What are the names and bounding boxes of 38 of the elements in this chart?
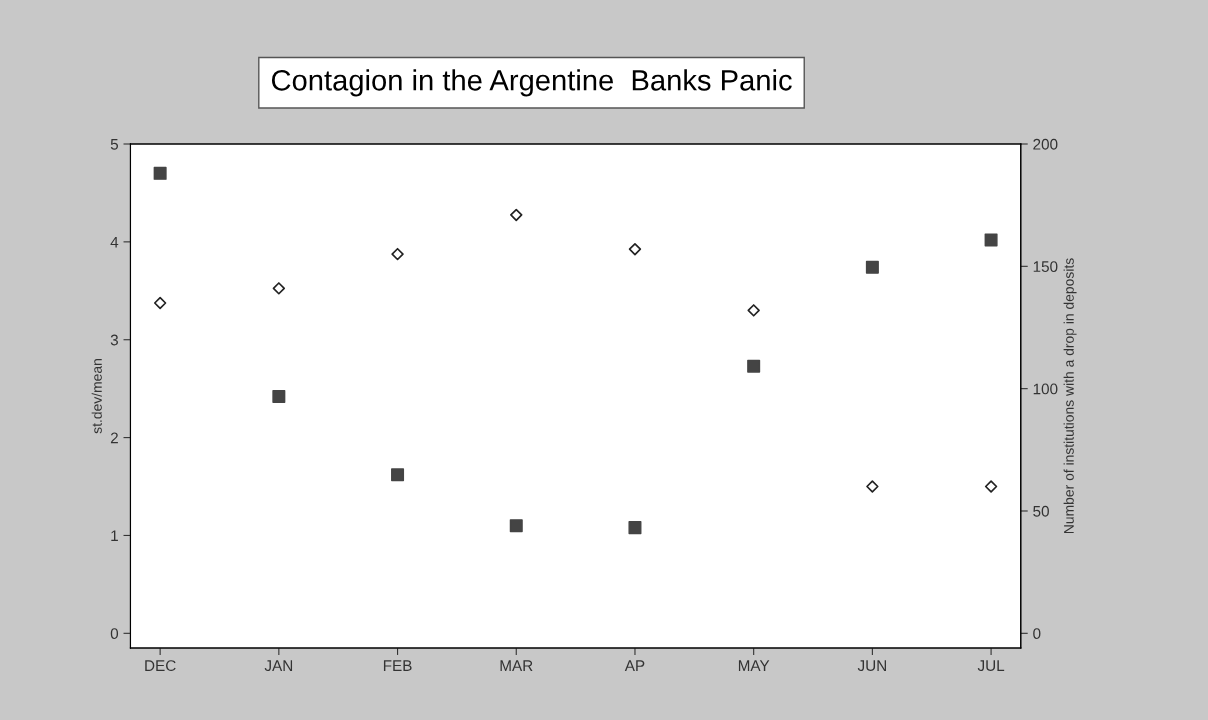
- y-tick-label: 3: [110, 334, 118, 346]
- y2-tick-label: 0: [1033, 628, 1041, 640]
- point: [391, 247, 404, 261]
- y-tick-label: 0: [110, 628, 119, 640]
- point: [272, 282, 286, 295]
- x-tick-label: MAR: [500, 660, 533, 671]
- point: [510, 208, 523, 222]
- point: [391, 468, 405, 482]
- point: [509, 519, 523, 533]
- point: [272, 389, 286, 403]
- point: [865, 260, 879, 274]
- x-tick-label: JAN: [264, 660, 293, 672]
- x-tick-label: JUN: [857, 660, 886, 672]
- x-tick-label: MAY: [738, 660, 770, 671]
- y-tick-label: 1: [111, 530, 118, 541]
- y-tick-label: 2: [110, 432, 118, 444]
- y-tick-label: 5: [110, 139, 119, 150]
- y2-tick-label: 200: [1033, 138, 1058, 150]
- point: [747, 359, 761, 373]
- y2-tick-label: 150: [1033, 261, 1058, 273]
- x-tick-label: AP: [624, 660, 645, 671]
- point: [153, 166, 167, 180]
- x-tick-label: DEC: [145, 660, 176, 672]
- point: [628, 521, 642, 535]
- y2-tick-label: 100: [1033, 383, 1058, 395]
- y2-axis-title: Number of institutions with a drop in deposits: [1063, 258, 1077, 534]
- point: [153, 296, 167, 310]
- chart-title: Contagion in the Argentine Banks Panic: [271, 69, 792, 97]
- x-tick-label: FEB: [383, 660, 412, 671]
- y-tick-label: 4: [110, 236, 119, 248]
- point: [866, 480, 879, 493]
- y2-tick-label: 50: [1033, 505, 1049, 517]
- point: [984, 233, 998, 247]
- point: [984, 480, 998, 493]
- point: [747, 304, 760, 317]
- x-tick-label: JUL: [977, 660, 1005, 672]
- point: [628, 242, 642, 256]
- y-axis-title: st.dev/mean: [91, 359, 102, 434]
